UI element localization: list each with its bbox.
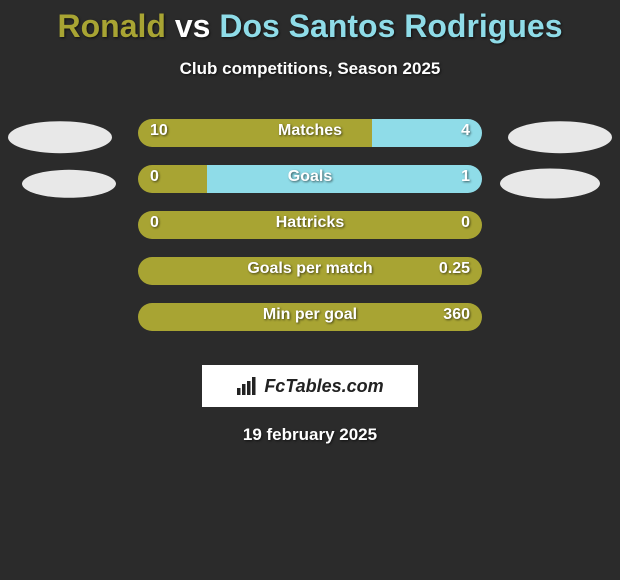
- stat-bar: Min per goal360: [138, 303, 482, 331]
- stat-value-right: 1: [461, 168, 470, 186]
- brand-box: FcTables.com: [202, 365, 418, 407]
- stat-rows: Matches104Goals01Hattricks00Goals per ma…: [0, 119, 620, 349]
- stat-bar: Hattricks0 0: [138, 211, 482, 239]
- title-vs: vs: [166, 8, 219, 44]
- stat-label: Min per goal: [138, 306, 482, 324]
- stat-value-left: 0: [150, 168, 159, 186]
- comparison-infographic: Ronald vs Dos Santos Rodrigues Club comp…: [0, 0, 620, 580]
- page-title: Ronald vs Dos Santos Rodrigues: [0, 0, 620, 45]
- stat-bar: Goals0 1: [138, 165, 482, 193]
- stat-label: Hattricks: [138, 214, 482, 232]
- deco-ellipse-left: [8, 121, 112, 153]
- subtitle: Club competitions, Season 2025: [0, 59, 620, 79]
- stat-label: Matches: [138, 122, 482, 140]
- stat-label: Goals per match: [138, 260, 482, 278]
- brand-text: FcTables.com: [264, 376, 383, 397]
- title-player-right: Dos Santos Rodrigues: [219, 8, 562, 44]
- deco-ellipse-right: [500, 169, 600, 199]
- stat-value-right: 4: [461, 122, 470, 140]
- date-text: 19 february 2025: [0, 425, 620, 445]
- stat-row: Goals per match0.25: [0, 257, 620, 303]
- stat-bar: Matches10 4: [138, 119, 482, 147]
- stat-label: Goals: [138, 168, 482, 186]
- stat-value-right: 360: [443, 306, 470, 324]
- stat-row: Hattricks0 0: [0, 211, 620, 257]
- deco-ellipse-left: [22, 170, 116, 198]
- bar-chart-icon: [236, 376, 258, 396]
- stat-value-left: 10: [150, 122, 168, 140]
- stat-row: Min per goal360: [0, 303, 620, 349]
- title-player-left: Ronald: [58, 8, 166, 44]
- stat-row: Goals0 1: [0, 165, 620, 211]
- deco-ellipse-right: [508, 121, 612, 153]
- stat-value-left: 0: [150, 214, 159, 232]
- stat-bar: Goals per match0.25: [138, 257, 482, 285]
- stat-value-right: 0.25: [439, 260, 470, 278]
- stat-value-right: 0: [461, 214, 470, 232]
- stat-row: Matches10 4: [0, 119, 620, 165]
